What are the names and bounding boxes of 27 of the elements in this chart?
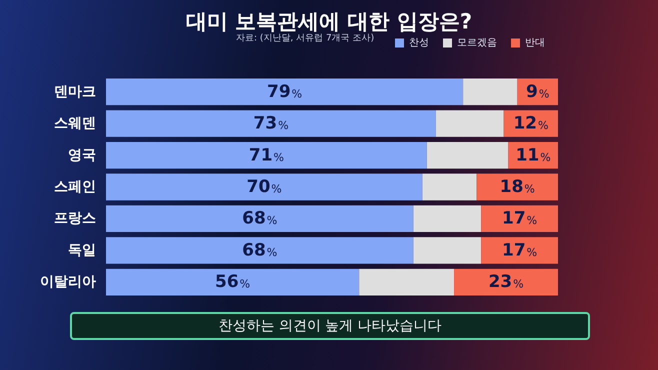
data-label: 17%: [502, 240, 538, 260]
legend-label: 찬성: [409, 38, 429, 48]
legend-label: 모르겠음: [457, 38, 497, 48]
data-label: 18%: [500, 177, 535, 197]
data-label: 68%: [242, 208, 278, 229]
data-label: 73%: [253, 114, 289, 134]
data-label: 23%: [488, 272, 524, 292]
y-tick-label: 영국: [68, 147, 96, 164]
data-label: 68%: [242, 240, 278, 260]
y-tick-label: 프랑스: [54, 210, 96, 227]
data-label: 70%: [246, 177, 282, 197]
y-tick-label: 덴마크: [54, 84, 96, 100]
legend-label: 반대: [525, 38, 545, 48]
data-label: 79%: [266, 82, 302, 102]
data-label: 56%: [215, 272, 250, 292]
data-label: 9%: [526, 82, 550, 102]
data-label: 12%: [513, 114, 548, 134]
y-tick-label: 이탈리아: [40, 274, 96, 290]
y-tick-label: 스페인: [54, 179, 96, 195]
y-tick-label: 스웨덴: [54, 116, 96, 132]
y-tick-label: 독일: [68, 242, 96, 258]
chart-title: 대미 보복관세에 대한 입장은?: [186, 10, 472, 34]
text: 자료: (지난달, 서유럽 7개국 조사): [236, 34, 374, 44]
text: 찬성하는 의견이 높게 나타났습니다: [218, 318, 442, 334]
data-label: 71%: [248, 145, 284, 166]
data-label: 11%: [516, 145, 551, 166]
data-label: 17%: [502, 208, 538, 229]
